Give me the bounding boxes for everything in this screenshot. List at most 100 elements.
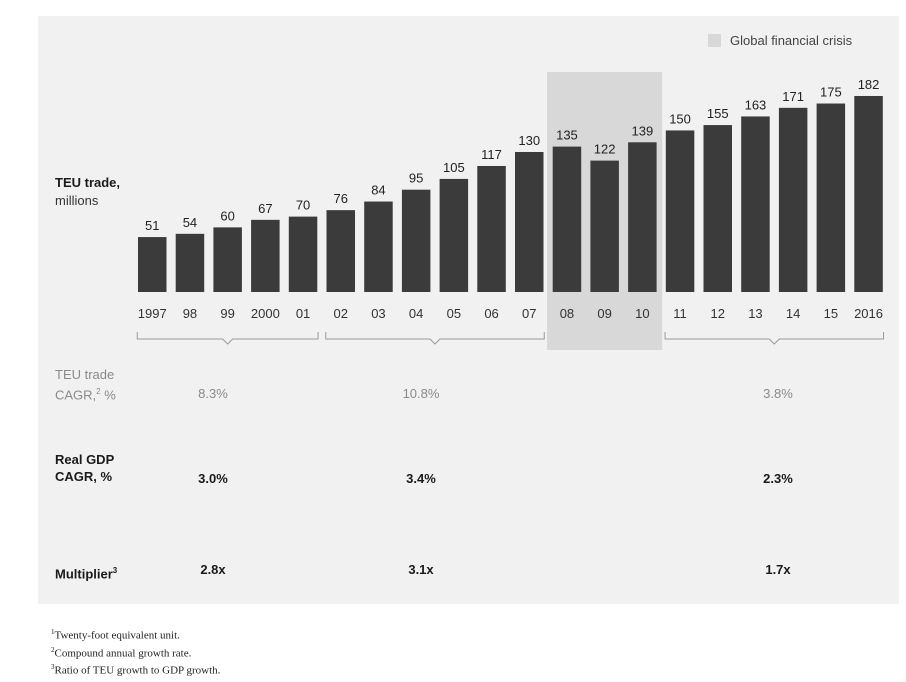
bar-2000: [251, 219, 280, 292]
x-tick-label-09: 09: [597, 306, 611, 321]
teu-cagr-label-line2: CAGR,: [55, 387, 97, 403]
gdp-cagr-label-line2: CAGR, %: [55, 469, 113, 484]
footnote-1: 1Twenty-foot equivalent unit.: [51, 625, 220, 643]
bar-98: [175, 233, 205, 292]
chart-panel: [38, 16, 899, 604]
bar-05: [439, 178, 469, 292]
bar-99: [213, 227, 242, 292]
teu-cagr-label-line1: TEU trade: [55, 367, 115, 382]
legend: Global financial crisis: [708, 33, 852, 48]
bar-value-label-06: 117: [481, 147, 502, 162]
bar-10: [628, 142, 657, 292]
x-tick-label-07: 07: [522, 306, 536, 321]
bar-11: [665, 130, 695, 292]
multiplier-label-text: Multiplier: [55, 566, 113, 582]
bar-value-label-15: 175: [820, 85, 842, 100]
x-tick-label-1997: 1997: [138, 306, 167, 321]
x-tick-label-98: 98: [183, 306, 197, 321]
gdp-cagr-value-1: 3.0%: [198, 471, 228, 486]
period-bracket-3: [664, 332, 885, 345]
bar-value-label-1997: 51: [145, 218, 159, 233]
bar-07: [515, 151, 544, 292]
bar-04: [401, 189, 431, 292]
bar-09: [590, 160, 619, 292]
bar-14: [778, 107, 808, 292]
gdp-cagr-value-2: 3.4%: [406, 471, 436, 486]
teu-cagr-value-2: 10.8%: [402, 386, 440, 401]
bar-value-label-14: 171: [782, 89, 804, 104]
multiplier-value-3: 1.7x: [765, 562, 791, 577]
x-tick-label-12: 12: [711, 306, 725, 321]
multiplier-footnote-mark: 3: [112, 566, 118, 575]
bar-value-label-02: 76: [334, 191, 348, 206]
footnote-1-mark: 1: [51, 628, 55, 636]
x-tick-label-08: 08: [560, 306, 574, 321]
bar-value-label-11: 150: [669, 111, 691, 126]
multiplier-value-2: 3.1x: [408, 562, 434, 577]
footnote-3: 3Ratio of TEU growth to GDP growth.: [51, 660, 220, 678]
footnotes: 1Twenty-foot equivalent unit. 2Compound …: [51, 625, 220, 678]
x-tick-label-2016: 2016: [854, 306, 883, 321]
bar-1997: [138, 237, 167, 292]
multiplier-value-1: 2.8x: [200, 562, 226, 577]
footnote-2: 2Compound annual growth rate.: [51, 643, 220, 661]
y-axis-title: TEU trade,: [55, 175, 121, 190]
bar-value-label-12: 155: [707, 106, 729, 121]
bar-08: [552, 146, 582, 292]
bar-value-label-04: 95: [409, 171, 423, 186]
footnote-1-text: Twenty-foot equivalent unit.: [54, 629, 180, 642]
teu-cagr-footnote-mark: 2: [96, 387, 101, 396]
y-axis-unit: millions: [55, 193, 99, 208]
footnote-3-mark: 3: [51, 663, 55, 672]
x-tick-label-02: 02: [334, 306, 348, 321]
bar-value-label-08: 135: [556, 128, 578, 143]
bar-12: [703, 125, 732, 292]
footnote-2-mark: 2: [51, 645, 55, 654]
x-tick-label-05: 05: [447, 306, 461, 321]
x-tick-label-10: 10: [635, 306, 649, 321]
gdp-cagr-value-3: 2.3%: [763, 471, 793, 486]
teu-cagr-label-unit: %: [100, 387, 116, 403]
bar-15: [816, 103, 846, 293]
bar-value-label-01: 70: [296, 198, 310, 213]
x-tick-label-06: 06: [484, 306, 498, 321]
teu-cagr-value-3: 3.8%: [763, 386, 793, 401]
bar-value-label-13: 163: [745, 97, 767, 112]
period-bracket-1: [136, 332, 319, 345]
x-tick-label-01: 01: [296, 306, 310, 321]
x-tick-label-14: 14: [786, 306, 800, 321]
teu-cagr-value-1: 8.3%: [198, 386, 228, 401]
bar-value-label-05: 105: [443, 160, 465, 175]
bar-value-label-09: 122: [594, 142, 616, 157]
x-tick-label-2000: 2000: [251, 306, 280, 321]
teu-cagr-label: TEU trade CAGR,2 %: [55, 366, 116, 403]
bar-value-label-2000: 67: [258, 201, 272, 216]
bar-value-label-07: 130: [518, 133, 540, 148]
footnote-2-text: Compound annual growth rate.: [54, 647, 192, 660]
bar-value-label-98: 54: [183, 215, 197, 230]
footnote-3-text: Ratio of TEU growth to GDP growth.: [54, 664, 221, 677]
bar-02: [326, 210, 355, 292]
bar-2016: [854, 95, 883, 293]
multiplier-label: Multiplier3: [55, 562, 117, 582]
period-bracket-2: [325, 332, 545, 345]
bar-value-label-10: 139: [631, 123, 653, 138]
bar-06: [477, 165, 506, 292]
bar-01: [288, 216, 318, 292]
bar-value-label-99: 60: [220, 208, 234, 223]
gdp-cagr-label: Real GDP CAGR, %: [55, 451, 114, 485]
x-tick-label-11: 11: [673, 306, 687, 321]
x-tick-label-15: 15: [824, 306, 838, 321]
x-tick-label-99: 99: [220, 306, 234, 321]
gdp-cagr-label-line1: Real GDP: [55, 452, 115, 467]
bar-13: [741, 116, 770, 292]
legend-swatch: [708, 34, 721, 47]
x-tick-label-03: 03: [371, 306, 385, 321]
x-tick-label-13: 13: [748, 306, 762, 321]
legend-label: Global financial crisis: [730, 33, 853, 48]
bar-03: [364, 201, 393, 292]
x-tick-label-04: 04: [409, 306, 423, 321]
bar-value-label-03: 84: [371, 183, 385, 198]
bar-value-label-2016: 182: [858, 77, 880, 92]
